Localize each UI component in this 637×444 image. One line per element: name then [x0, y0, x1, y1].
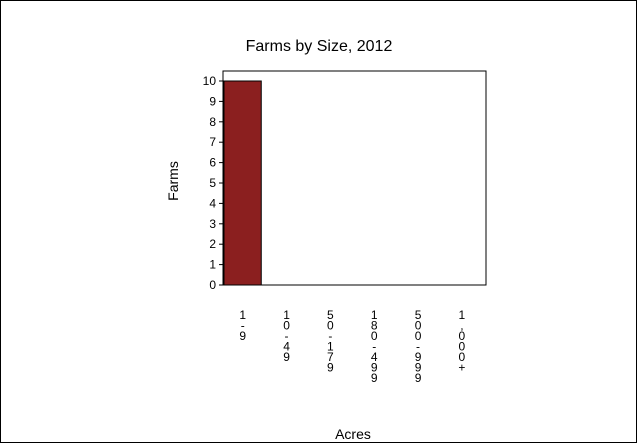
x-tick-label: 1, 0 0 0 +	[458, 308, 465, 375]
x-tick-label: 5 0 -1 7 9	[327, 308, 334, 375]
x-tick-label: 1 8 0 -4 9 9	[371, 308, 378, 385]
x-axis-label: Acres	[335, 426, 371, 442]
x-tick-label: 1 0 -4 9	[283, 308, 290, 364]
bar-1-9	[223, 80, 262, 286]
y-tick-label: 9	[209, 94, 216, 108]
x-tick-label: 1 -9	[239, 308, 246, 343]
y-tick-label: 4	[209, 196, 216, 210]
y-tick-label: 3	[209, 217, 216, 231]
plot-area	[222, 70, 487, 286]
y-tick-label: 8	[209, 115, 216, 129]
y-tick-label: 10	[203, 74, 217, 88]
y-tick-label: 0	[209, 278, 216, 292]
x-tick-label: 5 0 0 -9 9 9	[415, 308, 422, 385]
y-tick-label: 1	[209, 258, 216, 272]
y-ticks-group: 0 1 2 3 4 5 6 7 8 9 10	[203, 74, 223, 292]
bars-group	[223, 80, 262, 286]
y-tick-label: 7	[209, 135, 216, 149]
y-tick-label: 2	[209, 237, 216, 251]
x-ticks-group: 1 -9 1 0 -4 9 5 0 -1 7 9 1 8 0 -4 9 9 5 0 0 -9 9 9 1, 0 0 0 +	[239, 308, 465, 385]
y-tick-label: 5	[209, 176, 216, 190]
y-axis-label: Farms	[165, 161, 181, 201]
y-tick-label: 6	[209, 156, 216, 170]
chart-title: Farms by Size, 2012	[246, 38, 393, 55]
